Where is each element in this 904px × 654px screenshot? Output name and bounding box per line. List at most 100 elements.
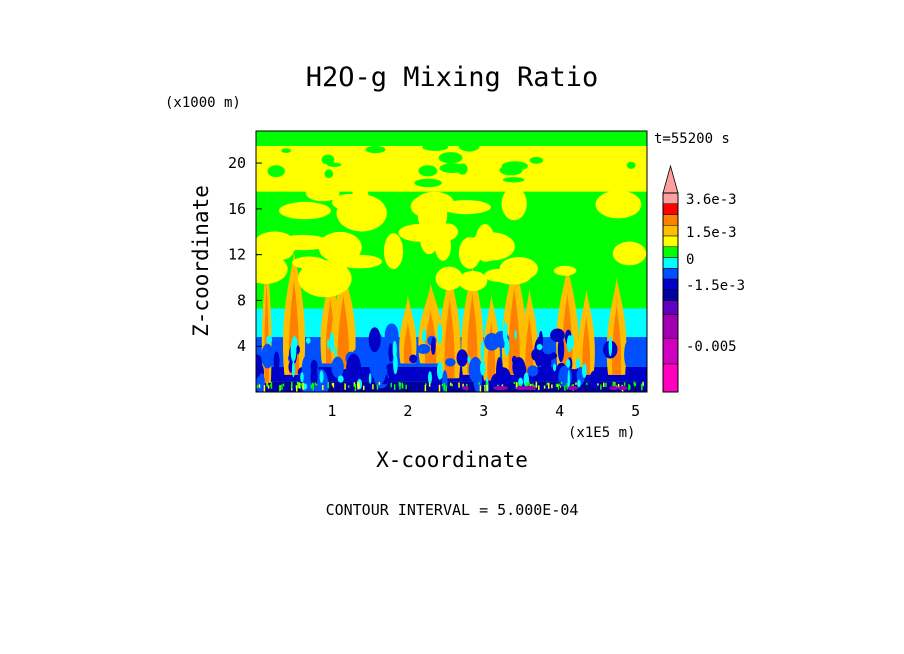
surface-cell [551, 384, 553, 389]
eddy [445, 358, 456, 367]
surface-cell [314, 382, 316, 386]
eddy [334, 346, 337, 358]
colorbar: 3.6e-3 1.5e-3 0 -1.5e-3 -0.005 [662, 164, 745, 393]
y-unit-label: (x1000 m) [165, 95, 241, 111]
eddy [577, 379, 581, 388]
moisture-blob [499, 165, 523, 176]
eddy [261, 343, 274, 369]
colorbar-swatch [662, 337, 679, 365]
surface-cell [299, 383, 302, 389]
colorbar-label: -0.005 [686, 339, 737, 355]
surface-cell [629, 385, 631, 390]
eddy [514, 330, 517, 340]
eddy [436, 361, 443, 380]
eddy [609, 385, 619, 390]
surface-cell [642, 381, 644, 387]
surface-cell [617, 383, 620, 389]
colorbar-swatch [662, 214, 679, 226]
moisture-blob [439, 163, 466, 174]
surface-cell [291, 381, 293, 389]
surface-cell [560, 381, 563, 385]
surface-cell [282, 383, 285, 387]
eddy [301, 355, 312, 382]
colorbar-swatch [662, 278, 679, 291]
eddy [628, 345, 637, 362]
x-axis-label: X-coordinate [376, 448, 528, 472]
surface-cell [362, 385, 365, 391]
surface-cell [376, 384, 379, 390]
moisture-blob [475, 223, 495, 262]
surface-cell [535, 381, 538, 388]
moisture-blob [365, 145, 386, 154]
colorbar-swatch [662, 203, 679, 215]
eddy [456, 349, 468, 367]
eddy [310, 366, 318, 387]
colorbar-swatch [662, 225, 679, 237]
eddy [638, 369, 647, 389]
eddy [502, 321, 508, 343]
moisture-blob [458, 271, 488, 292]
surface-cell [600, 384, 602, 390]
plume-core [444, 296, 455, 379]
surface-cell [358, 381, 360, 388]
moisture-blob [483, 268, 517, 282]
surface-cell [315, 383, 318, 386]
moisture-blob [612, 241, 647, 266]
plume-core [403, 319, 412, 364]
eddy [300, 371, 304, 383]
eddy [542, 345, 554, 355]
eddy [327, 338, 330, 350]
surface-cell [633, 381, 636, 386]
surface-cell [564, 385, 566, 391]
contour-band [256, 381, 647, 392]
surface-cell [267, 385, 270, 389]
moisture-blob [383, 233, 404, 270]
moisture-blob [305, 184, 340, 202]
eddy [523, 372, 530, 387]
surface-cell [405, 384, 407, 390]
moisture-blob [336, 194, 387, 232]
eddy [522, 385, 536, 390]
colorbar-arrow [662, 164, 679, 194]
surface-cell [438, 384, 441, 392]
eddy [480, 340, 485, 362]
moisture-blob [553, 265, 577, 276]
eddy [620, 385, 627, 390]
surface-cell [296, 385, 298, 392]
moisture-blob [418, 165, 438, 177]
surface-cell [483, 384, 486, 392]
surface-cell [256, 385, 259, 388]
surface-cell [445, 385, 447, 392]
eddy [493, 385, 509, 390]
eddy [256, 354, 263, 370]
surface-cell [322, 385, 324, 390]
surface-cell [300, 383, 303, 386]
eddy [387, 367, 395, 377]
surface-cell [486, 384, 489, 391]
eddy [608, 336, 613, 357]
eddy [291, 336, 298, 350]
surface-cell [281, 384, 283, 390]
surface-cell [266, 384, 269, 387]
contour-interval: CONTOUR INTERVAL = 5.000E-04 [326, 501, 579, 519]
surface-cell [263, 385, 266, 392]
eddy [393, 354, 398, 375]
surface-cell [623, 382, 626, 386]
moisture-blob [292, 256, 327, 270]
eddy [467, 356, 471, 363]
moisture-blob [268, 241, 294, 260]
surface-cell [546, 382, 548, 386]
x-tick-label: 5 [631, 402, 640, 420]
colorbar-swatch [662, 314, 679, 339]
surface-cell [557, 384, 559, 388]
x-tick-label: 1 [327, 402, 336, 420]
moisture-blob [414, 178, 442, 188]
eddy [291, 361, 296, 378]
eddy [305, 337, 311, 344]
eddy [409, 354, 418, 364]
eddy [422, 328, 427, 343]
chart-title: H2O-g Mixing Ratio [306, 62, 599, 93]
eddy [567, 385, 579, 390]
eddy [566, 335, 573, 353]
surface-cell [393, 384, 396, 390]
